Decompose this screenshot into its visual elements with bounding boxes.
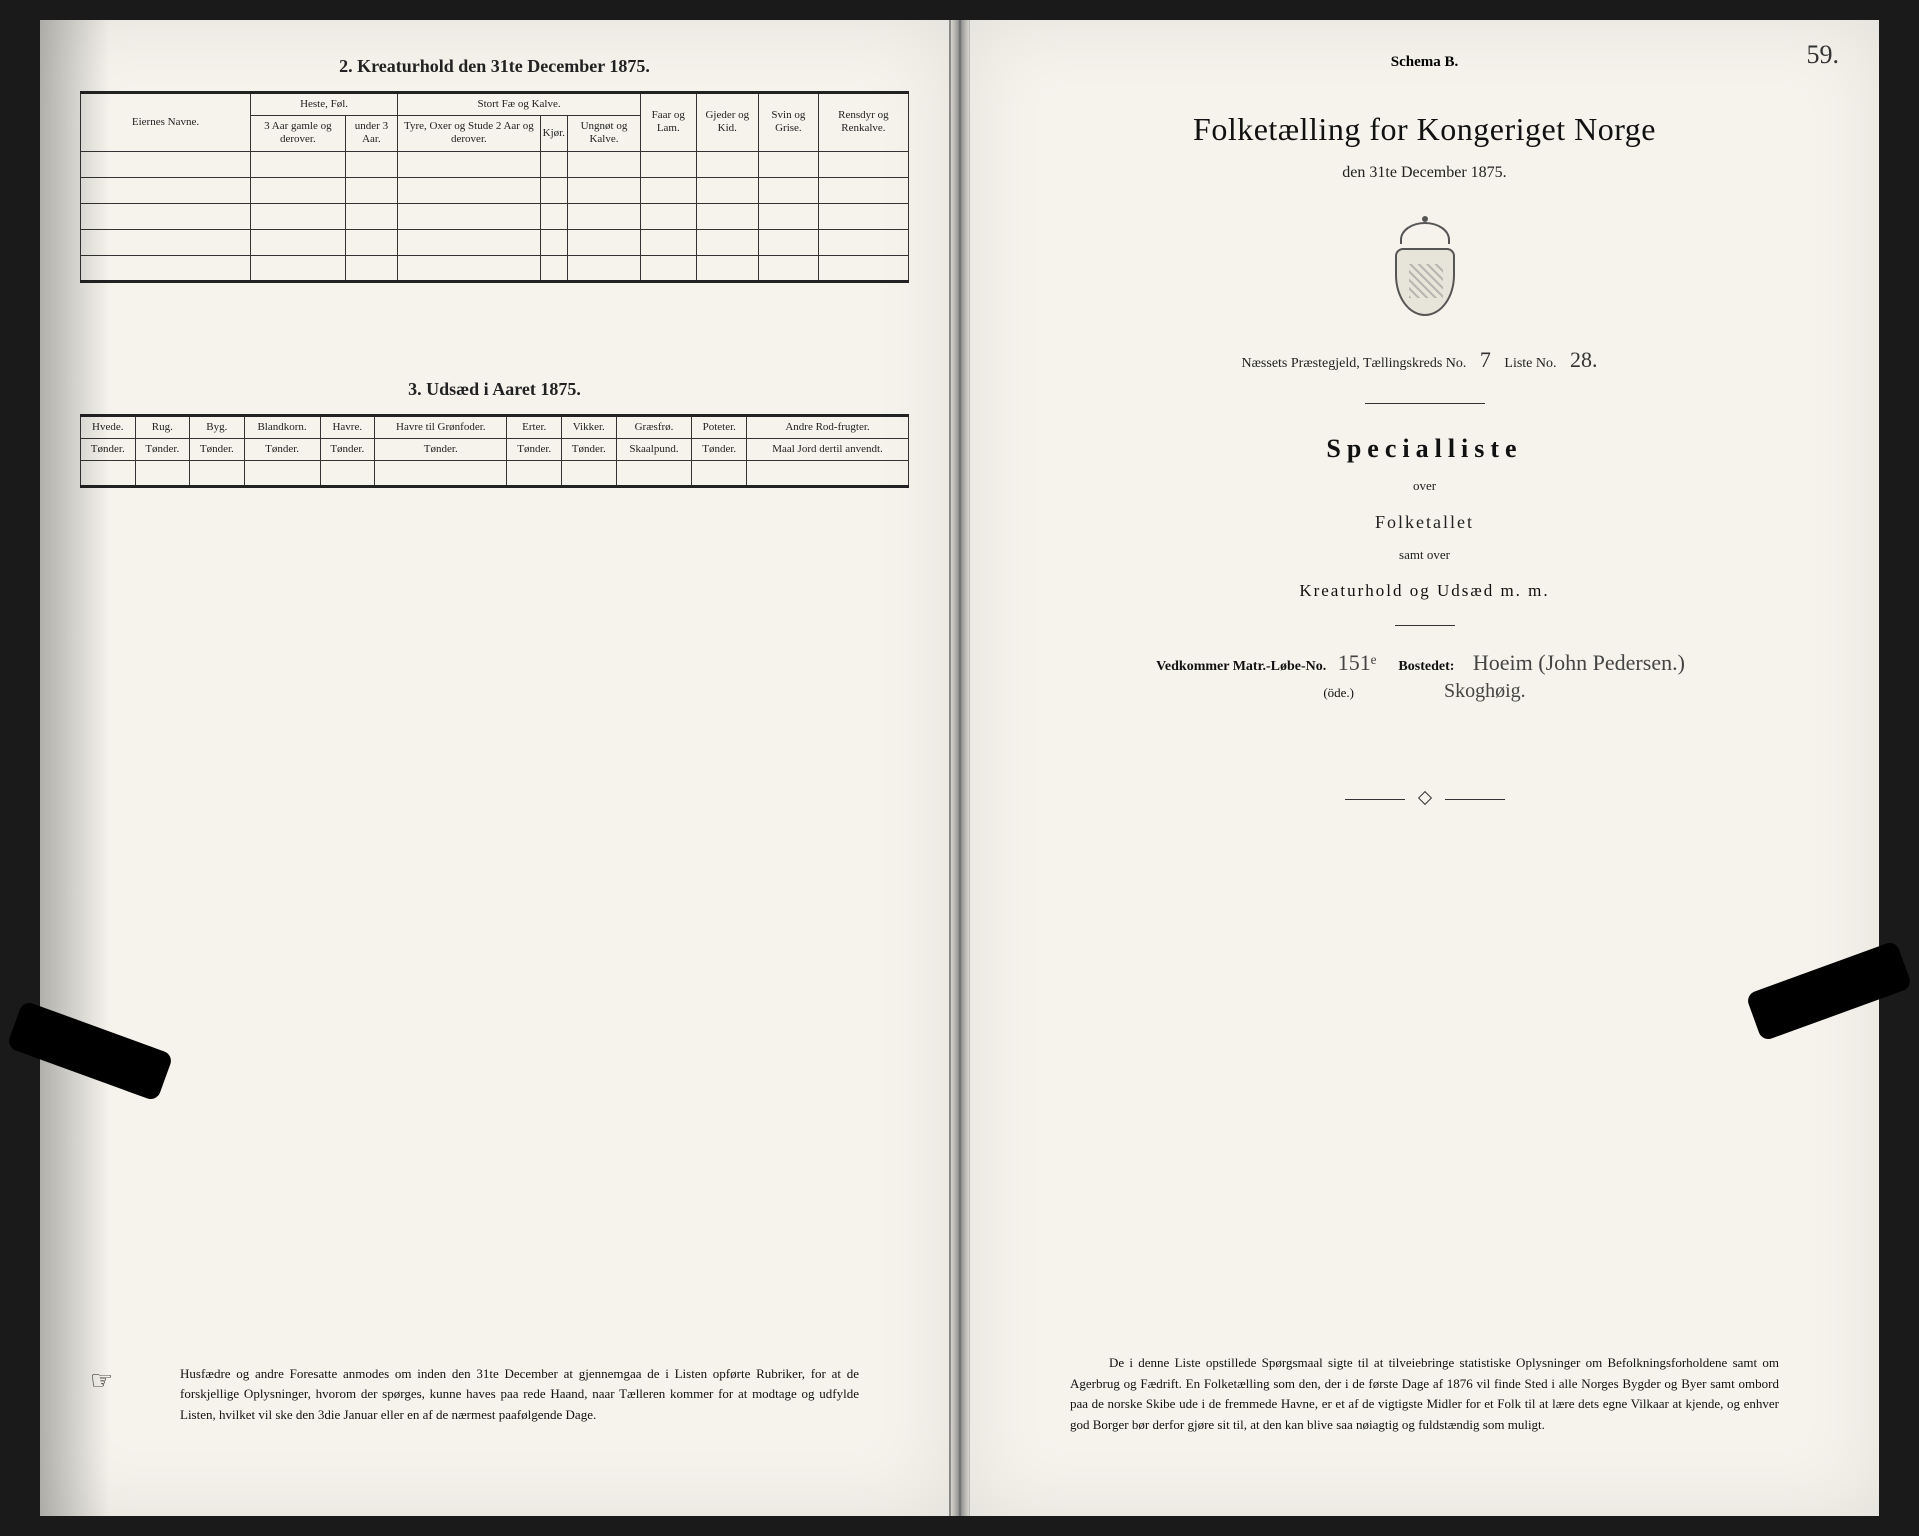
col-vikker: Vikker. — [562, 415, 617, 438]
vedk-label: Vedkommer Matr.-Løbe-No. — [1156, 659, 1326, 674]
liste-no: 28. — [1560, 347, 1608, 372]
table-udsaed: Hvede. Rug. Byg. Blandkorn. Havre. Havre… — [80, 414, 909, 488]
left-footer-text: Husfædre og andre Foresatte anmodes om i… — [180, 1364, 859, 1426]
coat-of-arms-icon — [1390, 222, 1460, 317]
left-page: 2. Kreaturhold den 31te December 1875. E… — [40, 20, 951, 1516]
specialliste-title: Specialliste — [1010, 434, 1839, 464]
left-footer: ☞ Husfædre og andre Foresatte anmodes om… — [150, 1364, 889, 1426]
col-blandkorn: Blandkorn. — [244, 415, 320, 438]
ode-note: (öde.) — [1323, 685, 1354, 700]
col-rug: Rug. — [135, 415, 190, 438]
vedk-subline: (öde.) Skoghøig. — [1010, 680, 1839, 703]
divider-icon — [1365, 403, 1485, 404]
ornament-divider-icon — [1345, 793, 1505, 807]
col-havre: Havre. — [320, 415, 375, 438]
bostedet-label: Bostedet: — [1398, 659, 1454, 674]
table-row — [81, 203, 909, 229]
table-row — [81, 177, 909, 203]
section3-title: 3. Udsæd i Aaret 1875. — [80, 379, 909, 400]
unit-tonder: Tønder. — [507, 438, 562, 460]
col-rensdyr: Rensdyr og Renkalve. — [818, 93, 908, 152]
table-row — [81, 229, 909, 255]
unit-maal: Maal Jord dertil anvendt. — [747, 438, 909, 460]
parish-label: Næssets Præstegjeld, Tællingskreds No. — [1241, 356, 1466, 371]
unit-tonder: Tønder. — [244, 438, 320, 460]
col-rodfrugter: Andre Rod-frugter. — [747, 415, 909, 438]
samt-label: samt over — [1010, 547, 1839, 563]
parish-no: 7 — [1470, 347, 1501, 372]
bosted-hand2: Skoghøig. — [1444, 680, 1526, 702]
unit-tonder: Tønder. — [375, 438, 507, 460]
schema-label: Schema B. — [1010, 54, 1839, 71]
col-gjeder: Gjeder og Kid. — [696, 93, 758, 152]
kreatur-label: Kreaturhold og Udsæd m. m. — [1010, 581, 1839, 601]
vedkommer-line: Vedkommer Matr.-Løbe-No. 151ᵉ Bostedet: … — [1010, 650, 1839, 676]
right-page: 59. Schema B. Folketælling for Kongerige… — [969, 20, 1879, 1516]
col-poteter: Poteter. — [692, 415, 747, 438]
folketallet-label: Folketallet — [1010, 512, 1839, 533]
col-byg: Byg. — [190, 415, 245, 438]
page-clip-icon — [1745, 940, 1912, 1042]
col-kjor: Kjør. — [540, 116, 567, 151]
main-title: Folketælling for Kongeriget Norge — [1010, 111, 1839, 148]
right-footer-text: De i denne Liste opstillede Spørgsmaal s… — [1070, 1353, 1779, 1436]
colgroup-stortfae: Stort Fæ og Kalve. — [398, 93, 641, 116]
liste-label: Liste No. — [1504, 356, 1556, 371]
sub-date: den 31te December 1875. — [1010, 164, 1839, 182]
col-tyre: Tyre, Oxer og Stude 2 Aar og derover. — [398, 116, 541, 151]
unit-skaalpund: Skaalpund. — [616, 438, 692, 460]
unit-tonder: Tønder. — [135, 438, 190, 460]
col-graesfro: Græsfrø. — [616, 415, 692, 438]
col-havre-gron: Havre til Grønfoder. — [375, 415, 507, 438]
unit-tonder: Tønder. — [320, 438, 375, 460]
table-row — [81, 151, 909, 177]
table-row — [81, 460, 909, 486]
book-spine — [951, 20, 969, 1516]
col-faar: Faar og Lam. — [640, 93, 696, 152]
unit-tonder: Tønder. — [190, 438, 245, 460]
right-footer: De i denne Liste opstillede Spørgsmaal s… — [1010, 1353, 1839, 1436]
divider-icon — [1395, 625, 1455, 626]
table-row — [81, 255, 909, 281]
col-erter: Erter. — [507, 415, 562, 438]
col-svin: Svin og Grise. — [759, 93, 819, 152]
col-ungnot: Ungnøt og Kalve. — [567, 116, 640, 151]
parish-line: Næssets Præstegjeld, Tællingskreds No. 7… — [1010, 347, 1839, 373]
col-heste-3aar: 3 Aar gamle og derover. — [251, 116, 346, 151]
section2-title: 2. Kreaturhold den 31te December 1875. — [80, 56, 909, 77]
over-label: over — [1010, 478, 1839, 494]
colgroup-heste: Heste, Føl. — [251, 93, 398, 116]
unit-tonder: Tønder. — [562, 438, 617, 460]
page-number: 59. — [1807, 40, 1840, 70]
unit-tonder: Tønder. — [692, 438, 747, 460]
matr-no: 151ᵉ — [1330, 650, 1385, 675]
bosted-hand1: Hoeim (John Pedersen.) — [1465, 650, 1693, 675]
table-kreaturhold: Eiernes Navne. Heste, Føl. Stort Fæ og K… — [80, 91, 909, 283]
pointing-hand-icon: ☞ — [90, 1366, 113, 1396]
col-heste-under3: under 3 Aar. — [345, 116, 397, 151]
binding-shadow — [40, 20, 110, 1516]
